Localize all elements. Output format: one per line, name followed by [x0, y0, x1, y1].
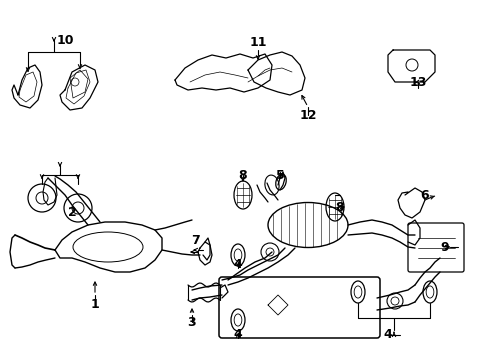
Text: 2: 2 [67, 206, 76, 219]
Text: 7: 7 [190, 234, 199, 247]
Text: 13: 13 [408, 76, 426, 89]
Text: 10: 10 [56, 33, 74, 46]
Text: 5: 5 [275, 168, 284, 181]
Text: 8: 8 [238, 168, 247, 181]
Text: 8: 8 [335, 201, 344, 213]
Text: 3: 3 [187, 315, 196, 328]
Text: 11: 11 [249, 36, 266, 49]
Text: 4: 4 [233, 328, 242, 342]
Text: 12: 12 [299, 108, 316, 122]
Text: 6: 6 [420, 189, 428, 202]
Text: 4: 4 [383, 328, 391, 342]
Text: 9: 9 [440, 240, 448, 253]
Text: 4: 4 [233, 258, 242, 271]
Text: 1: 1 [90, 298, 99, 311]
